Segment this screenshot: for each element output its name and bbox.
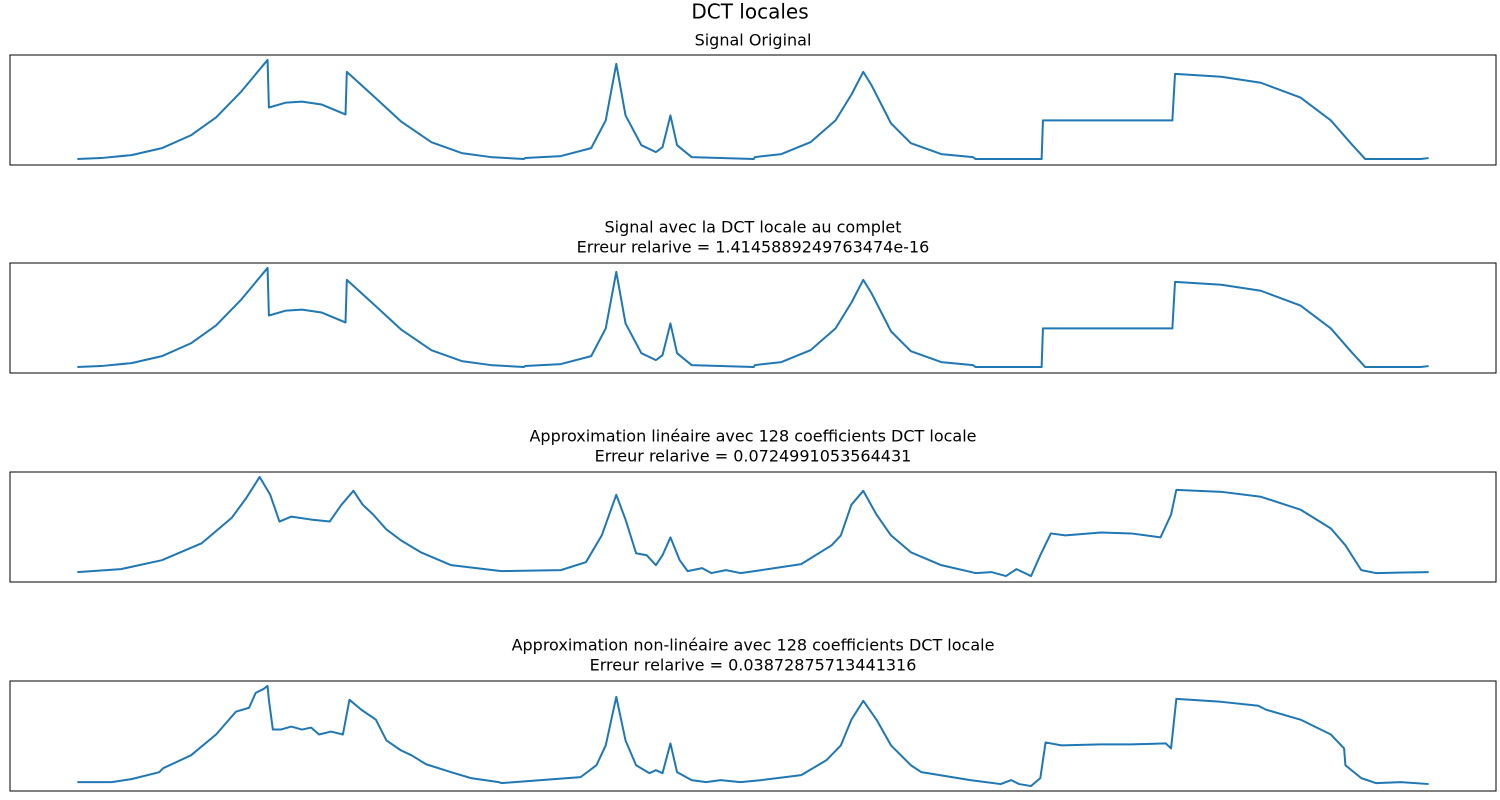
subplot-title: Approximation non-linéaire avec 128 coef…	[512, 636, 995, 655]
subplot-subtitle: Erreur relarive = 1.4145889249763474e-16	[577, 238, 930, 257]
axes-frame	[9, 54, 1497, 166]
subplot-title: Approximation linéaire avec 128 coeffici…	[529, 427, 976, 446]
signal-line	[77, 475, 1429, 578]
subplot-subtitle: Erreur relarive = 0.03872875713441316	[590, 656, 917, 675]
subplot-subtitle: Erreur relarive = 0.0724991053564431	[595, 447, 912, 466]
subplot-title: Signal Original	[695, 31, 812, 50]
axes-frame	[9, 680, 1497, 792]
figure-title: DCT locales	[691, 0, 808, 24]
axes-frame	[9, 262, 1497, 374]
signal-line	[77, 58, 1429, 161]
signal-line	[77, 684, 1429, 788]
subplot-title: Signal avec la DCT locale au complet	[604, 218, 901, 237]
signal-line	[77, 266, 1429, 369]
axes-frame	[9, 471, 1497, 583]
